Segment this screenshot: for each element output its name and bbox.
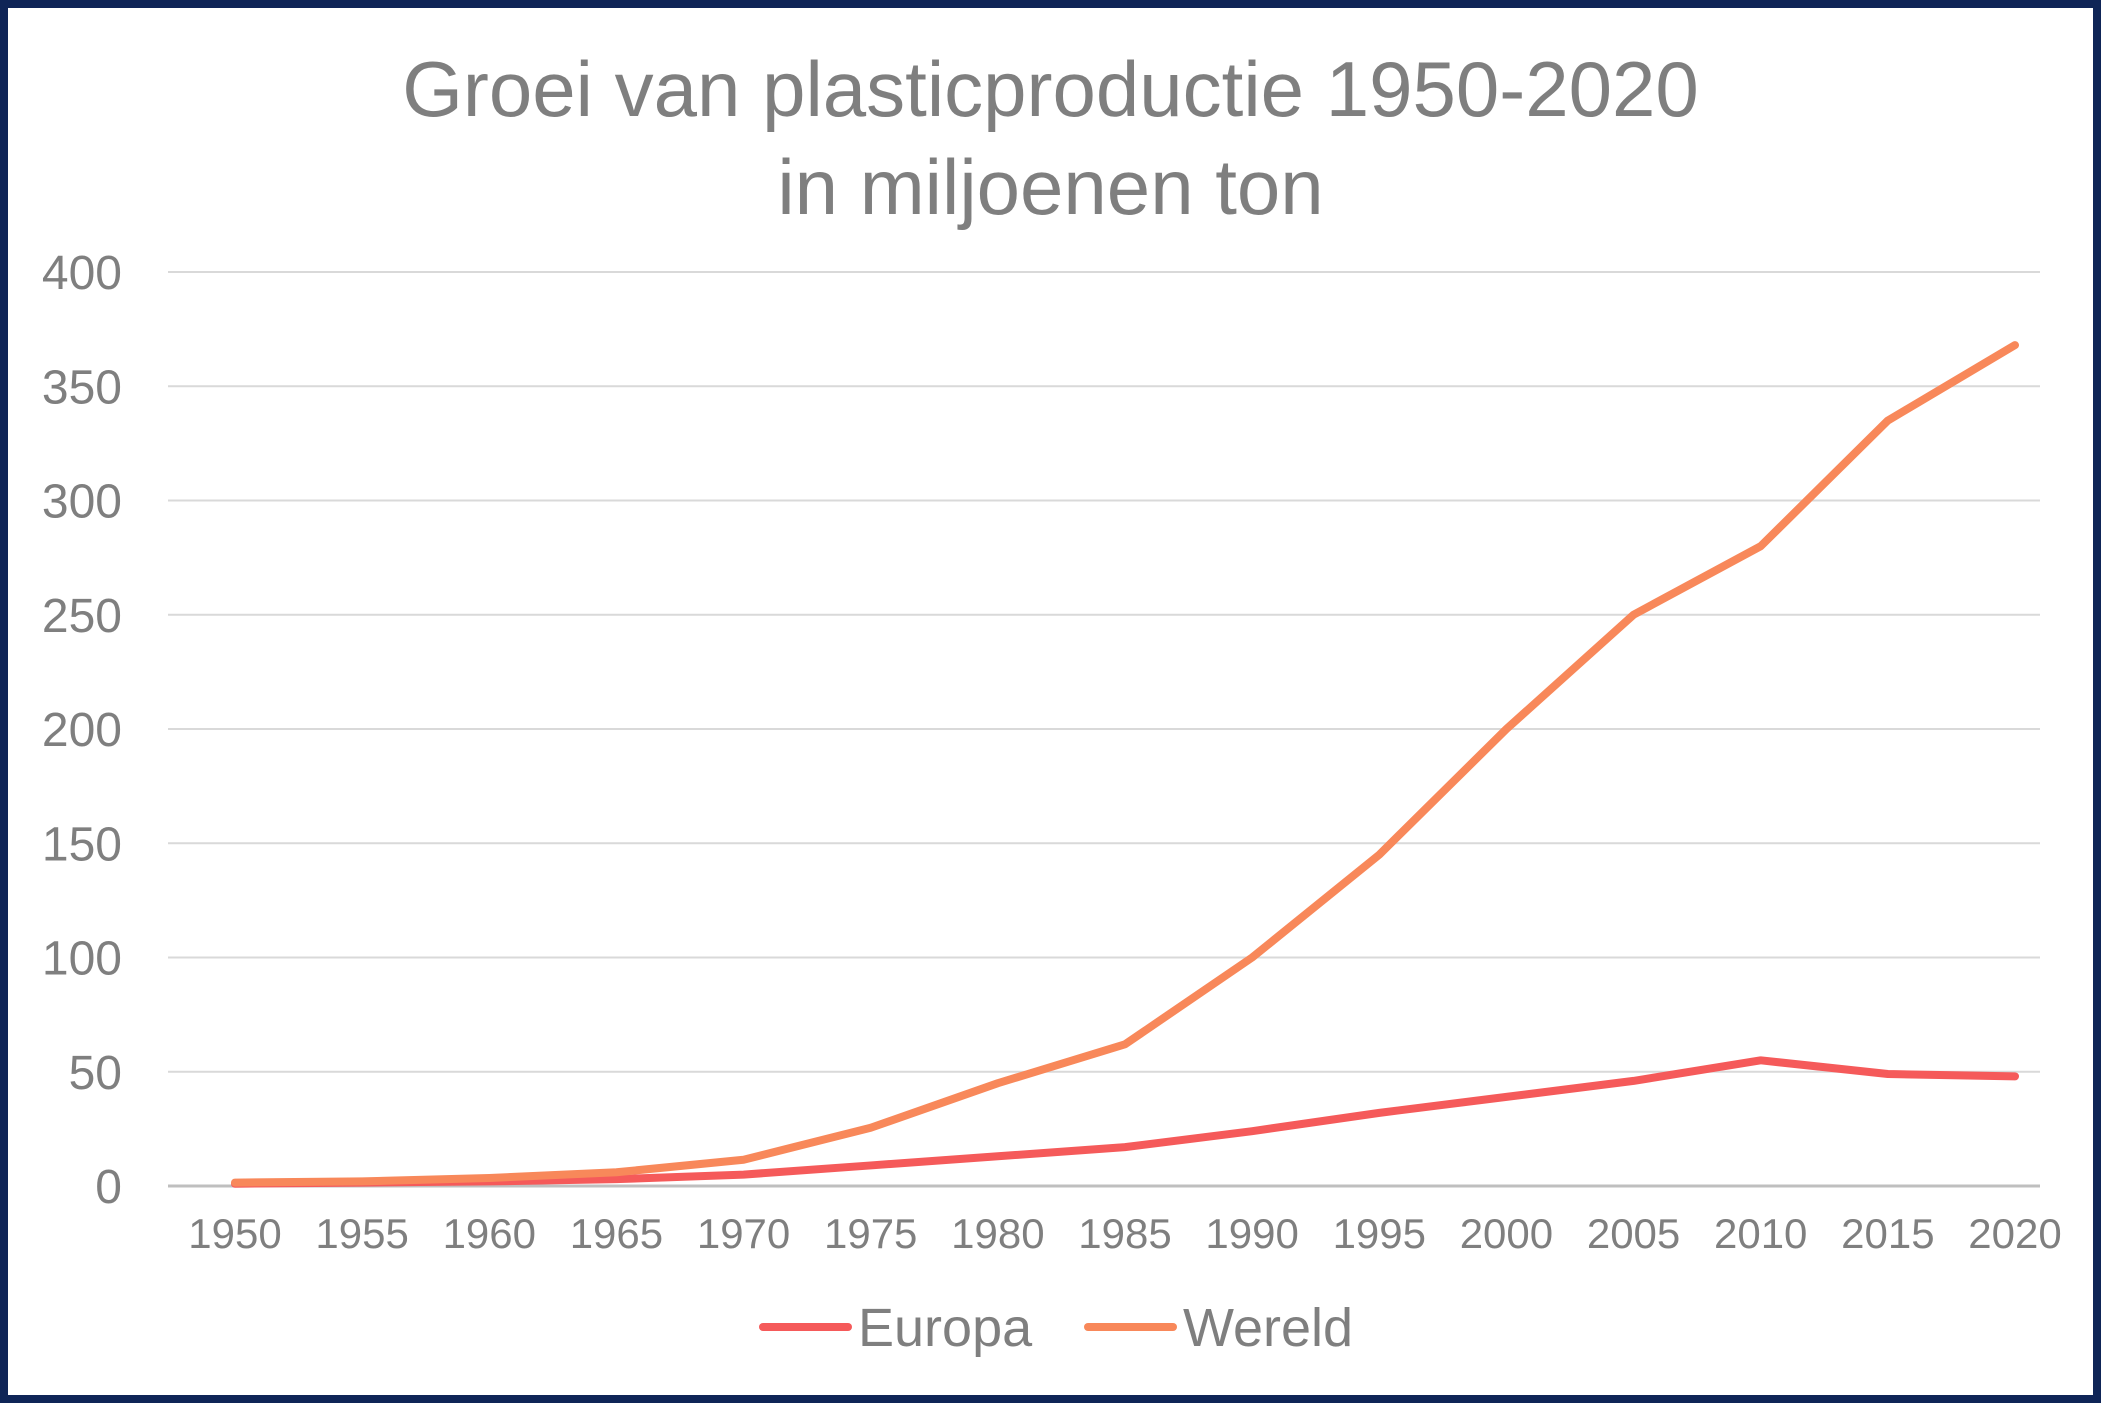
y-tick-label: 350 (42, 361, 122, 414)
legend-item-wereld: Wereld (1084, 1298, 1353, 1358)
series-line-europa (231, 1056, 2019, 1188)
data-point-europa (2011, 1072, 2019, 1080)
data-point-europa (1248, 1127, 1256, 1135)
chart-title-line-2: in miljoenen ton (777, 143, 1324, 231)
x-tick-label: 1955 (315, 1210, 408, 1257)
y-tick-label: 100 (42, 933, 122, 986)
legend-label: Wereld (1183, 1298, 1353, 1358)
x-tick-label: 1985 (1078, 1210, 1171, 1257)
data-point-wereld (1121, 1040, 1129, 1048)
y-tick-label: 250 (42, 590, 122, 643)
data-point-wereld (1248, 954, 1256, 962)
x-tick-label: 1965 (570, 1210, 663, 1257)
data-point-europa (1884, 1070, 1892, 1078)
data-point-wereld (867, 1124, 875, 1132)
x-tick-label: 1980 (951, 1210, 1044, 1257)
data-point-europa (1757, 1056, 1765, 1064)
legend-item-europa: Europa (759, 1298, 1033, 1358)
gridlines (168, 271, 2040, 1188)
x-tick-label: 1975 (824, 1210, 917, 1257)
x-tick-label: 2020 (1968, 1210, 2061, 1257)
data-point-wereld (485, 1174, 493, 1182)
x-tick-label: 2015 (1841, 1210, 1934, 1257)
x-tick-label: 1995 (1333, 1210, 1426, 1257)
data-point-wereld (612, 1168, 620, 1176)
data-point-europa (1502, 1093, 1510, 1101)
y-tick-label: 200 (42, 704, 122, 757)
series-line-wereld (231, 341, 2019, 1187)
data-point-europa (867, 1161, 875, 1169)
data-point-europa (740, 1171, 748, 1179)
data-point-europa (1121, 1143, 1129, 1151)
data-point-wereld (1757, 542, 1765, 550)
legend-label: Europa (858, 1298, 1033, 1358)
data-point-europa (994, 1152, 1002, 1160)
y-tick-label: 0 (95, 1161, 122, 1214)
x-axis-ticks: 1950 1955 1960 1965 1970 1975 1980 1985 1990 1995… (188, 1210, 2061, 1257)
data-point-wereld (740, 1156, 748, 1164)
data-point-wereld (2011, 341, 2019, 349)
x-tick-label: 1970 (697, 1210, 790, 1257)
x-tick-label: 1950 (188, 1210, 281, 1257)
chart-title: Groei van plasticproductie 1950-2020 in … (0, 40, 2101, 236)
y-axis-ticks: 0 50 100 150 200 250 300 350 400 (42, 247, 122, 1214)
y-tick-label: 300 (42, 476, 122, 529)
data-point-wereld (1375, 851, 1383, 859)
data-point-wereld (1884, 417, 1892, 425)
data-point-wereld (994, 1079, 1002, 1087)
data-point-wereld (1502, 725, 1510, 733)
x-tick-label: 2000 (1460, 1210, 1553, 1257)
data-point-wereld (1630, 611, 1638, 619)
series-lines (231, 341, 2019, 1188)
data-point-wereld (231, 1179, 239, 1187)
data-point-europa (1375, 1109, 1383, 1117)
x-tick-label: 1990 (1205, 1210, 1298, 1257)
legend: Europa Wereld (759, 1298, 1353, 1358)
data-point-europa (1630, 1077, 1638, 1085)
data-point-wereld (358, 1177, 366, 1185)
x-tick-label: 2005 (1587, 1210, 1680, 1257)
y-tick-label: 400 (42, 247, 122, 300)
chart-title-line-1: Groei van plasticproductie 1950-2020 (402, 45, 1699, 133)
y-tick-label: 50 (69, 1047, 122, 1100)
x-tick-label: 1960 (443, 1210, 536, 1257)
x-tick-label: 2010 (1714, 1210, 1807, 1257)
y-tick-label: 150 (42, 818, 122, 871)
